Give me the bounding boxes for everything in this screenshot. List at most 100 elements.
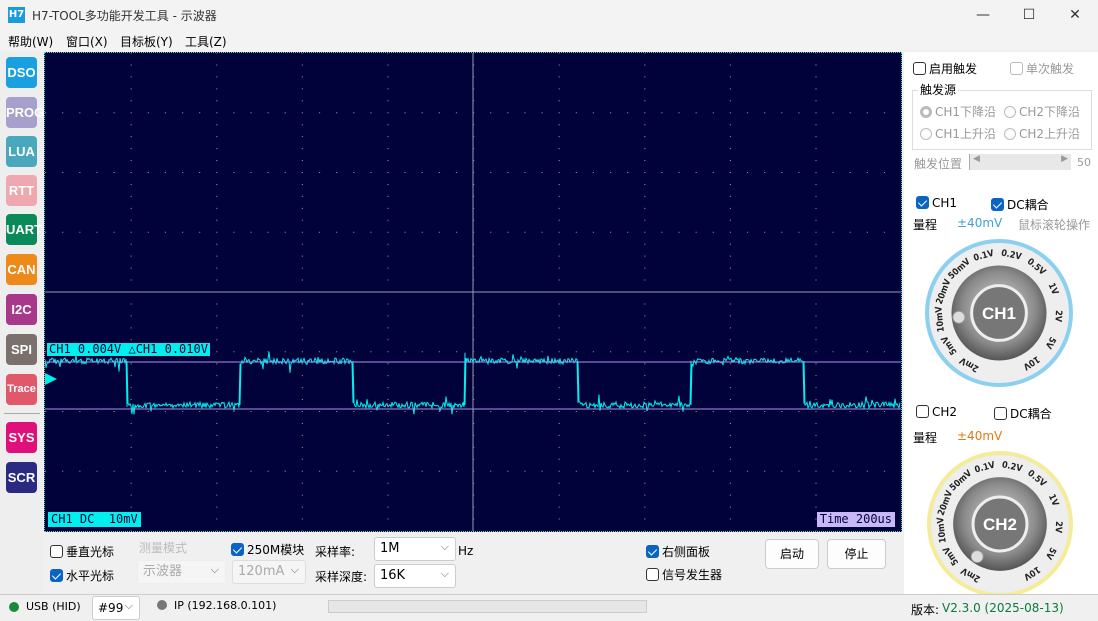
cursor-readout: CH1 0.004V △CH1 0.010V (47, 342, 210, 356)
trigger-level-marker (45, 373, 57, 385)
label: 单次触发 (1026, 62, 1075, 76)
trigger-source-title: 触发源 (918, 81, 959, 98)
enable-trigger-checkbox[interactable]: 启用触发 (913, 60, 977, 77)
menu-window[interactable]: 窗口(X) (66, 35, 108, 49)
knob-tick-label: 1V (1046, 282, 1060, 298)
label: 右侧面板 (662, 545, 711, 559)
ch1-hint: 鼠标滚轮操作 (1018, 218, 1091, 232)
label: CH2下降沿 (1019, 105, 1081, 119)
menu-bar (0, 30, 1098, 50)
device-select[interactable]: #99 (92, 595, 140, 620)
label: DC耦合 (1007, 198, 1049, 212)
menu-target-board[interactable]: 目标板(Y) (120, 35, 173, 49)
knob-center (971, 495, 1029, 553)
knob-channel-label: CH2 (983, 515, 1017, 534)
knob-tick-label: 10mV (936, 516, 949, 544)
ch1-enable-checkbox[interactable]: CH1 (916, 196, 957, 210)
menu-help[interactable]: 帮助(W) (8, 35, 54, 49)
knob-tick-label: 1V (1046, 493, 1060, 509)
ch2-dc-coupling-checkbox[interactable]: DC耦合 (994, 405, 1052, 422)
scroll-right-icon[interactable]: ▶ (1061, 154, 1068, 164)
checkbox-icon (1010, 62, 1023, 75)
knob-channel-label: CH1 (982, 304, 1016, 323)
status-bar: USB (HID) #99 IP (192.168.0.101) 版本: V2.… (0, 594, 1098, 621)
right-panel: 启用触发 单次触发 触发源 CH1下降沿 CH2下降沿 CH1上升沿 CH2上升… (904, 52, 1098, 597)
sample-rate-select[interactable]: 1M (374, 536, 456, 561)
minimize-button[interactable]: — (976, 7, 990, 23)
sidebar-item-i2c[interactable]: I2C (6, 294, 37, 325)
checkbox-icon (231, 543, 244, 556)
menu-tools[interactable]: 工具(Z) (185, 35, 227, 49)
waveform-canvas (45, 53, 901, 531)
label: CH1 (932, 196, 958, 210)
label: 250M模块 (247, 543, 305, 557)
sidebar-item-uart[interactable]: UART (6, 214, 42, 245)
sidebar-item-rtt[interactable]: RTT (6, 175, 37, 206)
start-button[interactable]: 启动 (765, 539, 819, 569)
sample-depth-select[interactable]: 16K (374, 563, 456, 588)
checkbox-icon (916, 196, 929, 209)
usb-status-icon (9, 602, 19, 612)
ip-status-icon (157, 600, 167, 610)
sidebar-divider (4, 413, 40, 414)
single-trigger-checkbox[interactable]: 单次触发 (1010, 60, 1074, 77)
ch2-enable-checkbox[interactable]: CH2 (916, 405, 957, 419)
checkbox-icon (50, 569, 63, 582)
checkbox-icon (646, 568, 659, 581)
ch1-waveform (45, 351, 901, 415)
sample-rate-unit: Hz (458, 544, 474, 558)
label: CH1上升沿 (935, 127, 997, 141)
knob-tick-label: 2V (1052, 310, 1063, 323)
trigger-position-slider[interactable]: ◀ ▶ (969, 154, 1071, 170)
right-panel-checkbox[interactable]: 右侧面板 (646, 543, 710, 560)
progress-bar (328, 600, 647, 613)
current-select[interactable]: 120mA (232, 559, 306, 584)
sidebar-item-spi[interactable]: SPI (6, 334, 37, 365)
trigger-position-label: 触发位置 (914, 157, 963, 171)
stop-button[interactable]: 停止 (827, 539, 886, 569)
sidebar-item-prog[interactable]: PROG (6, 97, 44, 128)
250m-module-checkbox[interactable]: 250M模块 (231, 541, 304, 558)
scroll-left-icon[interactable]: ◀ (973, 154, 980, 164)
sidebar-item-sys[interactable]: SYS (6, 422, 37, 453)
sidebar-item-lua[interactable]: LUA (6, 136, 37, 167)
radio-ch1-falling[interactable]: CH1下降沿 (920, 103, 996, 120)
close-button[interactable]: ✕ (1069, 7, 1081, 23)
version-label: 版本: (911, 603, 940, 617)
knob-center (970, 284, 1028, 342)
title-bar: H7 H7-TOOL多功能开发工具 - 示波器 — ☐ ✕ (0, 0, 1098, 30)
label: CH2上升沿 (1019, 127, 1081, 141)
version-value: V2.3.0 (2025-08-13) (942, 601, 1064, 615)
sidebar-item-scr[interactable]: SCR (6, 462, 37, 493)
radio-ch2-falling[interactable]: CH2下降沿 (1004, 103, 1080, 120)
checkbox-icon (916, 405, 929, 418)
ch1-dc-coupling-checkbox[interactable]: DC耦合 (991, 196, 1049, 213)
sidebar-item-dso[interactable]: DSO (6, 57, 37, 88)
signal-generator-checkbox[interactable]: 信号发生器 (646, 566, 722, 583)
trigger-source-group (912, 90, 1092, 150)
knob-indicator (970, 550, 984, 564)
sample-depth-label: 采样深度: (315, 570, 368, 584)
trigger-position-value: 50 (1077, 156, 1091, 169)
horizontal-cursor-checkbox[interactable]: 水平光标 (50, 567, 114, 584)
checkbox-icon (50, 545, 63, 558)
label: CH2 (932, 405, 958, 419)
knob-indicator (952, 310, 966, 324)
measure-mode-label: 测量模式 (139, 541, 188, 555)
oscilloscope-display[interactable]: CH1 0.004V △CH1 0.010V CH1 DC 10mV Time … (44, 52, 902, 532)
radio-ch2-rising[interactable]: CH2上升沿 (1004, 125, 1080, 142)
label: CH1下降沿 (935, 105, 997, 119)
radio-ch1-rising[interactable]: CH1上升沿 (920, 125, 996, 142)
measure-mode-select[interactable]: 示波器 (137, 559, 226, 584)
radio-icon (1004, 106, 1016, 118)
label: DC耦合 (1010, 407, 1052, 421)
sidebar-item-trace[interactable]: Trace (6, 374, 37, 405)
ch2-range-label: 量程 (913, 431, 938, 445)
vertical-cursor-checkbox[interactable]: 垂直光标 (50, 543, 114, 560)
ch1-range-label: 量程 (913, 218, 938, 232)
checkbox-icon (991, 198, 1004, 211)
sidebar-item-can[interactable]: CAN (6, 254, 37, 285)
maximize-button[interactable]: ☐ (1022, 7, 1036, 23)
